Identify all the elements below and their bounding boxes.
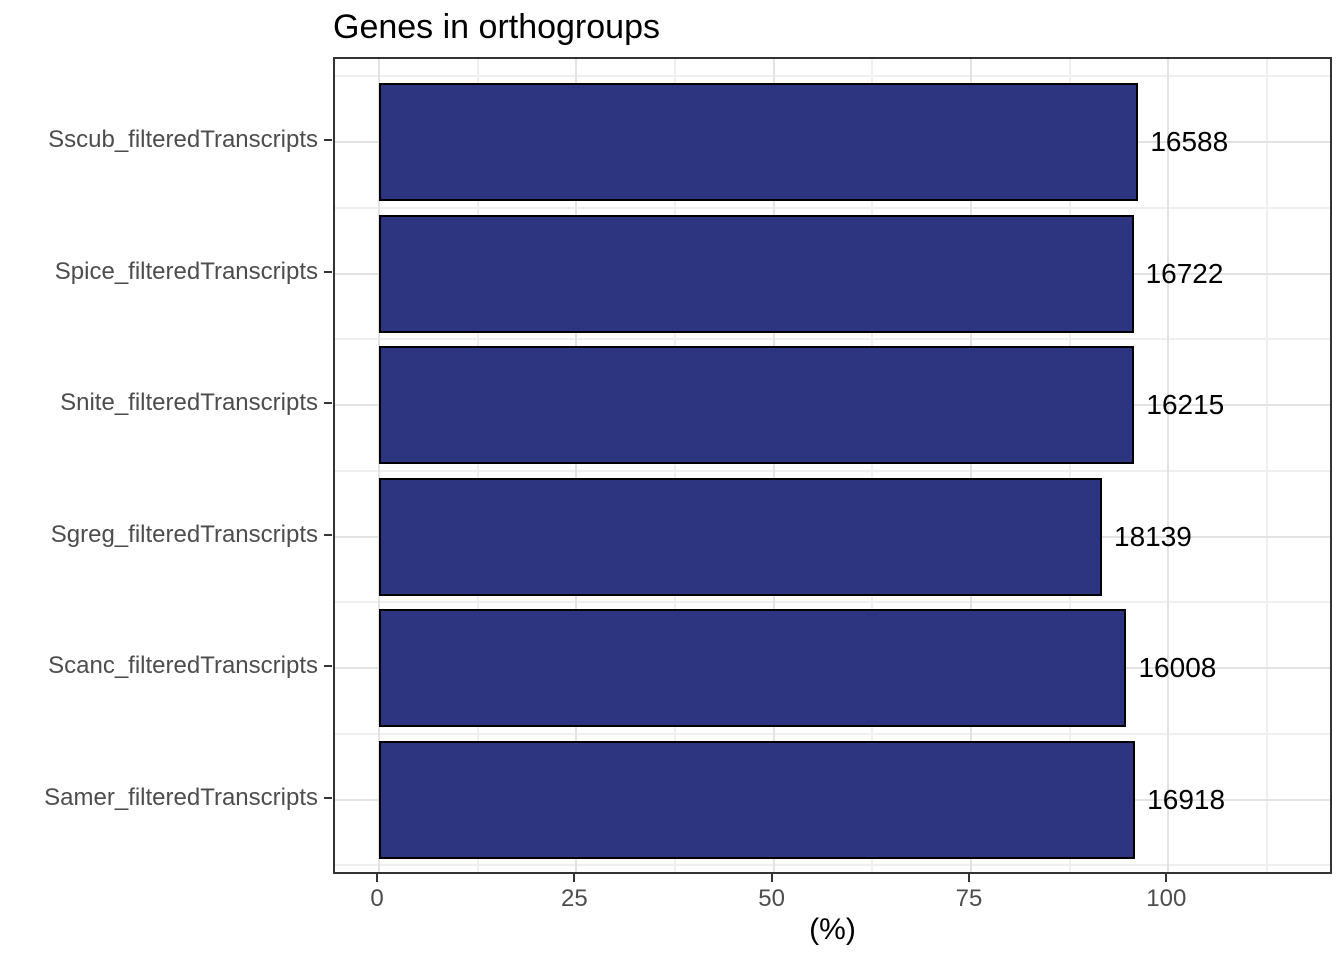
bar-value-label: 16918	[1147, 783, 1226, 815]
gridline-minor-vertical	[1265, 59, 1268, 872]
gridline-minor-vertical	[871, 59, 874, 872]
y-tick-label: Scanc_filteredTranscripts	[48, 652, 318, 679]
x-tick-mark	[770, 874, 773, 882]
bar-value-label: 16215	[1146, 389, 1225, 420]
y-tick-mark	[324, 270, 332, 273]
x-tick-label: 100	[1146, 885, 1187, 912]
x-tick-label: 25	[560, 885, 588, 912]
gridline-minor-horizontal	[335, 75, 1330, 78]
x-tick-mark	[376, 874, 378, 882]
gridline-minor-horizontal	[335, 469, 1330, 472]
y-tick-label: Sgreg_filteredTranscripts	[50, 520, 318, 548]
y-tick-label: Snite_filteredTranscripts	[60, 389, 318, 416]
bar-value-label: 18139	[1114, 520, 1192, 552]
bar-Samer_filteredTranscripts	[379, 740, 1136, 859]
bar-value-label: 16588	[1150, 126, 1229, 157]
gridline-minor-vertical	[673, 59, 676, 872]
gridline-major-vertical	[1167, 59, 1170, 872]
y-tick-mark	[324, 533, 332, 536]
bar-Snite_filteredTranscripts	[379, 346, 1135, 464]
gridline-minor-horizontal	[335, 864, 1330, 867]
gridline-minor-horizontal	[335, 206, 1330, 209]
bar-Spice_filteredTranscripts	[379, 214, 1134, 333]
gridline-major-vertical	[772, 59, 775, 872]
chart-title: Genes in orthogroups	[333, 8, 660, 46]
gridline-major-vertical	[969, 59, 972, 872]
x-tick-label: 0	[370, 885, 384, 912]
bar-Scanc_filteredTranscripts	[379, 609, 1127, 727]
gridline-minor-horizontal	[335, 601, 1330, 604]
y-tick-label: Sscub_filteredTranscripts	[48, 126, 318, 153]
y-tick-mark	[324, 139, 332, 141]
x-axis-title: (%)	[809, 913, 856, 946]
x-tick-mark	[967, 874, 970, 882]
gridline-major-vertical	[378, 59, 380, 872]
bar-value-label: 16722	[1145, 257, 1224, 289]
gridline-minor-horizontal	[335, 732, 1330, 735]
y-tick-label: Samer_filteredTranscripts	[44, 783, 318, 811]
y-tick-label: Spice_filteredTranscripts	[54, 257, 318, 285]
x-tick-mark	[573, 874, 576, 882]
y-tick-mark	[324, 796, 332, 799]
gridline-minor-horizontal	[335, 338, 1330, 341]
y-tick-mark	[324, 402, 332, 404]
gridline-minor-vertical	[1068, 59, 1071, 872]
gridline-major-vertical	[575, 59, 578, 872]
x-tick-label: 75	[955, 885, 983, 912]
bar-Sscub_filteredTranscripts	[379, 83, 1139, 201]
plot-panel: 16588 16722 16215 18139 16008 16918	[333, 57, 1332, 874]
gridline-minor-vertical	[476, 59, 479, 872]
bar-value-label: 16008	[1138, 652, 1217, 683]
bar-Sgreg_filteredTranscripts	[379, 477, 1103, 596]
x-tick-label: 50	[758, 885, 785, 912]
x-tick-mark	[1165, 874, 1168, 882]
y-tick-mark	[324, 665, 332, 667]
